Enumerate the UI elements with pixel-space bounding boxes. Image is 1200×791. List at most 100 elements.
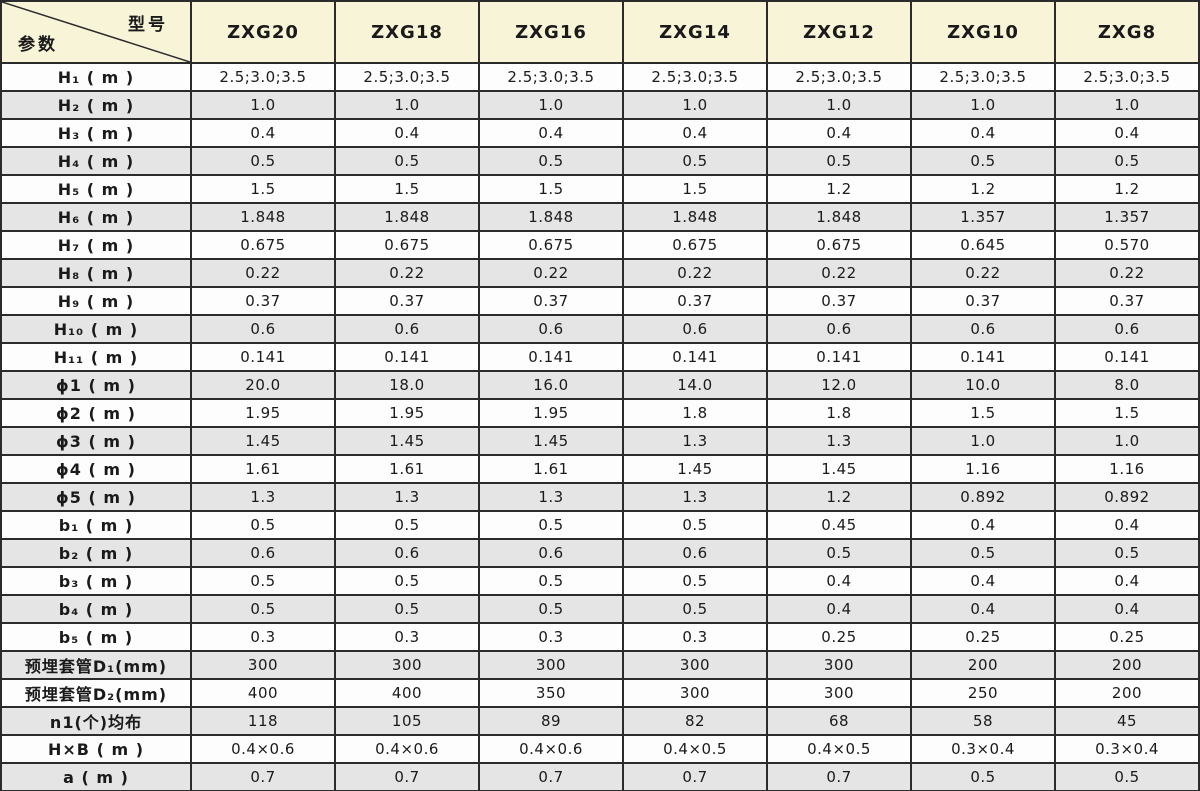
table-cell: 0.25	[910, 622, 1056, 652]
table-row: H₁ ( m ) 2.5;3.0;3.5 2.5;3.0;3.5 2.5;3.0;3.…	[0, 62, 1200, 92]
table-cell: 0.4	[478, 118, 624, 148]
table-cell: 2.5;3.0;3.5	[190, 62, 336, 92]
table-cell: 0.6	[334, 538, 480, 568]
table-cell: 1.848	[622, 202, 768, 232]
corner-label-parameter: 参数	[18, 35, 58, 55]
table-cell: 0.4×0.5	[622, 734, 768, 764]
row-label: ϕ4 ( m )	[0, 454, 192, 484]
table-cell: 1.95	[190, 398, 336, 428]
table-row: b₁ ( m ) 0.5 0.5 0.5 0.5 0.45 0.4 0.4	[0, 510, 1200, 540]
table-cell: 0.645	[910, 230, 1056, 260]
table-cell: 200	[1054, 678, 1200, 708]
table-cell: 0.22	[766, 258, 912, 288]
table-cell: 0.22	[190, 258, 336, 288]
table-cell: 0.4	[334, 118, 480, 148]
table-cell: 1.5	[622, 174, 768, 204]
table-cell: 0.6	[190, 538, 336, 568]
table-cell: 0.4×0.6	[190, 734, 336, 764]
table-cell: 0.45	[766, 510, 912, 540]
table-cell: 0.37	[766, 286, 912, 316]
table-cell: 0.5	[622, 510, 768, 540]
table-cell: 1.95	[334, 398, 480, 428]
table-cell: 1.0	[334, 90, 480, 120]
column-header-zxg10: ZXG10	[910, 0, 1056, 64]
table-cell: 0.141	[766, 342, 912, 372]
table-cell: 0.892	[910, 482, 1056, 512]
row-label: b₄ ( m )	[0, 594, 192, 624]
table-cell: 0.5	[766, 538, 912, 568]
table-cell: 0.6	[622, 314, 768, 344]
table-cell: 10.0	[910, 370, 1056, 400]
table-row: H₃ ( m ) 0.4 0.4 0.4 0.4 0.4 0.4 0.4	[0, 118, 1200, 148]
table-cell: 2.5;3.0;3.5	[910, 62, 1056, 92]
table-cell: 0.4	[910, 118, 1056, 148]
table-cell: 1.848	[478, 202, 624, 232]
table-cell: 300	[766, 678, 912, 708]
table-cell: 1.0	[910, 90, 1056, 120]
table-cell: 0.5	[190, 510, 336, 540]
table-cell: 0.141	[910, 342, 1056, 372]
table-cell: 1.16	[1054, 454, 1200, 484]
table-cell: 0.7	[478, 762, 624, 791]
table-cell: 16.0	[478, 370, 624, 400]
row-label: n1(个)均布	[0, 706, 192, 736]
row-label: H₁₁ ( m )	[0, 342, 192, 372]
table-cell: 1.357	[1054, 202, 1200, 232]
table-cell: 0.675	[190, 230, 336, 260]
table-cell: 89	[478, 706, 624, 736]
table-row: H₄ ( m ) 0.5 0.5 0.5 0.5 0.5 0.5 0.5	[0, 146, 1200, 176]
table-cell: 1.61	[334, 454, 480, 484]
table-row: n1(个)均布 118 105 89 82 68 58 45	[0, 706, 1200, 736]
table-cell: 0.5	[622, 594, 768, 624]
table-cell: 0.4	[1054, 566, 1200, 596]
table-cell: 1.61	[190, 454, 336, 484]
table-cell: 0.7	[334, 762, 480, 791]
diagonal-divider-line	[2, 2, 190, 62]
row-label: H₂ ( m )	[0, 90, 192, 120]
table-row: H₆ ( m ) 1.848 1.848 1.848 1.848 1.848 1.357 1.…	[0, 202, 1200, 232]
table-row: H₅ ( m ) 1.5 1.5 1.5 1.5 1.2 1.2 1.2	[0, 174, 1200, 204]
table-cell: 0.6	[1054, 314, 1200, 344]
table-cell: 0.675	[334, 230, 480, 260]
table-cell: 18.0	[334, 370, 480, 400]
table-cell: 0.5	[190, 566, 336, 596]
row-label: a ( m )	[0, 762, 192, 791]
table-cell: 118	[190, 706, 336, 736]
table-cell: 1.2	[766, 482, 912, 512]
table-row: b₂ ( m ) 0.6 0.6 0.6 0.6 0.5 0.5 0.5	[0, 538, 1200, 568]
table-cell: 0.4×0.5	[766, 734, 912, 764]
table-cell: 0.4	[910, 566, 1056, 596]
table-cell: 1.16	[910, 454, 1056, 484]
table-cell: 1.45	[190, 426, 336, 456]
table-cell: 0.4	[190, 118, 336, 148]
table-cell: 0.37	[334, 286, 480, 316]
table-cell: 300	[622, 650, 768, 680]
table-cell: 1.3	[766, 426, 912, 456]
table-cell: 0.5	[910, 538, 1056, 568]
table-row: H₁₁ ( m ) 0.141 0.141 0.141 0.141 0.141 0.141 0…	[0, 342, 1200, 372]
table-row: H₈ ( m ) 0.22 0.22 0.22 0.22 0.22 0.22 0.22	[0, 258, 1200, 288]
table-cell: 0.4	[622, 118, 768, 148]
table-cell: 0.6	[766, 314, 912, 344]
table-cell: 1.3	[334, 482, 480, 512]
table-row: ϕ4 ( m ) 1.61 1.61 1.61 1.45 1.45 1.16 1.16	[0, 454, 1200, 484]
table-row: ϕ2 ( m ) 1.95 1.95 1.95 1.8 1.8 1.5 1.5	[0, 398, 1200, 428]
row-label: H₇ ( m )	[0, 230, 192, 260]
column-header-zxg16: ZXG16	[478, 0, 624, 64]
table-cell: 14.0	[622, 370, 768, 400]
row-label: H₄ ( m )	[0, 146, 192, 176]
table-cell: 1.8	[622, 398, 768, 428]
table-cell: 0.7	[766, 762, 912, 791]
table-cell: 0.6	[478, 538, 624, 568]
table-cell: 0.5	[910, 762, 1056, 791]
table-cell: 0.6	[622, 538, 768, 568]
table-cell: 1.0	[478, 90, 624, 120]
table-cell: 1.61	[478, 454, 624, 484]
table-cell: 1.95	[478, 398, 624, 428]
row-label: ϕ2 ( m )	[0, 398, 192, 428]
table-cell: 200	[1054, 650, 1200, 680]
table-body: H₁ ( m ) 2.5;3.0;3.5 2.5;3.0;3.5 2.5;3.0;3.…	[0, 62, 1200, 791]
table-row: H₁₀ ( m ) 0.6 0.6 0.6 0.6 0.6 0.6 0.6	[0, 314, 1200, 344]
table-cell: 0.5	[622, 566, 768, 596]
table-cell: 300	[334, 650, 480, 680]
